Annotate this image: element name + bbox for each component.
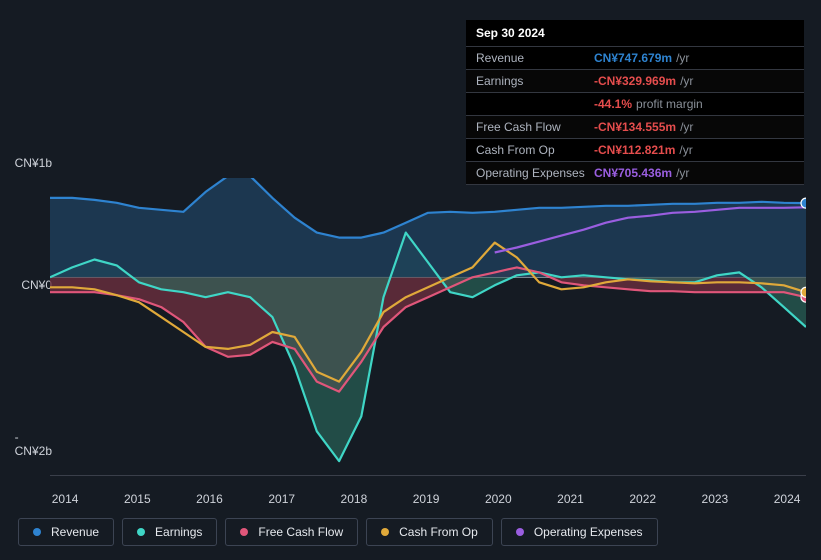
tooltip-row-value: -CN¥112.821m: [594, 143, 675, 157]
y-label-min: -CN¥2b: [15, 430, 52, 458]
legend-label: Cash From Op: [399, 525, 478, 539]
x-tick: 2019: [413, 492, 440, 506]
plot-area[interactable]: [50, 178, 806, 476]
tooltip-row-unit: /yr: [679, 143, 692, 157]
legend-fcf[interactable]: Free Cash Flow: [225, 518, 358, 546]
legend-revenue[interactable]: Revenue: [18, 518, 114, 546]
legend-label: Earnings: [155, 525, 202, 539]
tooltip-row: RevenueCN¥747.679m/yr: [466, 47, 804, 70]
tooltip-date: Sep 30 2024: [466, 20, 804, 47]
legend-opex[interactable]: Operating Expenses: [501, 518, 658, 546]
cfo-end-marker: [801, 287, 806, 297]
tooltip-row-value: -CN¥134.555m: [594, 120, 676, 134]
tooltip-row: -44.1% profit margin: [466, 93, 804, 116]
x-tick: 2024: [774, 492, 801, 506]
legend-label: Revenue: [51, 525, 99, 539]
finance-chart: CN¥1b CN¥0 -CN¥2b 2014201520162017201820…: [16, 160, 806, 500]
legend-dot-icon: [33, 528, 41, 536]
tooltip-row-unit: /yr: [676, 51, 689, 65]
y-label-max: CN¥1b: [15, 156, 52, 170]
x-tick: 2014: [52, 492, 79, 506]
x-tick: 2015: [124, 492, 151, 506]
tooltip-row-value: CN¥747.679m: [594, 51, 672, 65]
legend-dot-icon: [137, 528, 145, 536]
revenue-end-marker: [801, 198, 806, 208]
legend-label: Operating Expenses: [534, 525, 643, 539]
tooltip-row-value: -44.1%: [594, 97, 632, 111]
tooltip-row-unit: profit margin: [636, 97, 703, 111]
tooltip-row-label: Free Cash Flow: [476, 120, 594, 134]
tooltip-row: Cash From Op-CN¥112.821m/yr: [466, 139, 804, 162]
x-tick: 2021: [557, 492, 584, 506]
x-tick: 2018: [341, 492, 368, 506]
x-tick: 2016: [196, 492, 223, 506]
x-tick: 2020: [485, 492, 512, 506]
legend-label: Free Cash Flow: [258, 525, 343, 539]
x-tick: 2023: [702, 492, 729, 506]
tooltip-row-label: [476, 97, 594, 111]
tooltip-row-value: -CN¥329.969m: [594, 74, 676, 88]
legend-dot-icon: [516, 528, 524, 536]
tooltip-row-label: Revenue: [476, 51, 594, 65]
legend-dot-icon: [381, 528, 389, 536]
tooltip-row-label: Cash From Op: [476, 143, 594, 157]
tooltip-row-unit: /yr: [680, 74, 693, 88]
tooltip-row: Free Cash Flow-CN¥134.555m/yr: [466, 116, 804, 139]
y-label-zero: CN¥0: [21, 278, 52, 292]
legend: Revenue Earnings Free Cash Flow Cash From O…: [18, 518, 658, 546]
legend-cfo[interactable]: Cash From Op: [366, 518, 493, 546]
tooltip-row-unit: /yr: [680, 120, 693, 134]
tooltip-row: Earnings-CN¥329.969m/yr: [466, 70, 804, 93]
x-tick: 2017: [268, 492, 295, 506]
tooltip-row-label: Earnings: [476, 74, 594, 88]
x-axis: 2014201520162017201820192020202120222023…: [50, 478, 806, 500]
legend-earnings[interactable]: Earnings: [122, 518, 217, 546]
legend-dot-icon: [240, 528, 248, 536]
x-tick: 2022: [629, 492, 656, 506]
